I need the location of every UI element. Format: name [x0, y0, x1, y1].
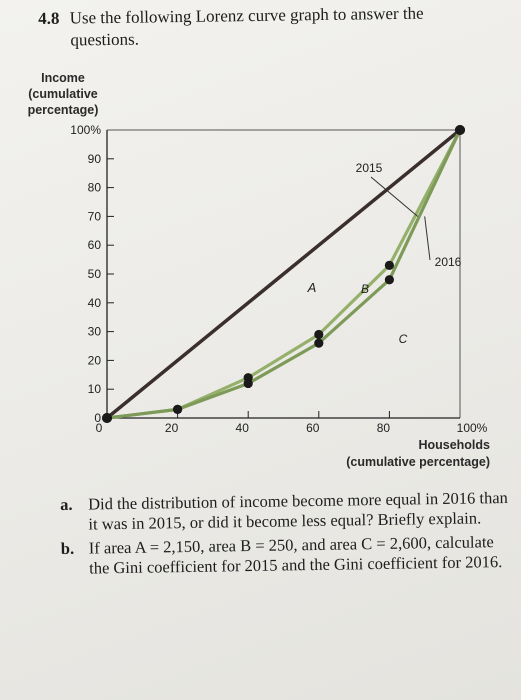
part-a: a. Did the distribution of income become… — [60, 488, 511, 535]
point-2016-80 — [384, 275, 394, 285]
point-2016-40 — [243, 378, 253, 389]
x-axis-label-line1: Households — [418, 438, 490, 452]
y-tick-label-5: 50 — [88, 267, 102, 281]
y-axis-label: Income (cumulative percentage) — [18, 70, 108, 118]
series-label-2015: 2015 — [356, 161, 383, 175]
chart-svg: 0 10 20 30 40 50 60 70 80 90 100% 0 20 40 60 80 100% 2015… — [70, 123, 488, 435]
x-tick-label-0: 0 — [96, 421, 103, 435]
point-2015-80 — [384, 260, 394, 270]
line-of-equality — [105, 128, 462, 420]
y-tick-label-4: 40 — [88, 296, 102, 310]
y-axis-label-line2: (cumulative — [28, 87, 98, 101]
y-tick-label-3: 30 — [88, 325, 102, 339]
x-axis-label-line2: (cumulative percentage) — [346, 455, 490, 469]
point-2016-60 — [314, 338, 324, 348]
point-2016-20 — [173, 404, 183, 414]
area-label-A: A — [307, 280, 317, 295]
part-a-text: Did the distribution of income become mo… — [87, 487, 508, 534]
y-tick-label-9: 90 — [88, 152, 102, 166]
point-2016-100 — [455, 125, 465, 135]
part-b-letter: b. — [60, 538, 75, 558]
y-tick-label-2: 20 — [88, 353, 102, 367]
point-2016-0 — [102, 413, 112, 423]
x-tick-label-1: 20 — [165, 421, 179, 435]
series-label-2016-leader — [424, 216, 431, 261]
series-label-2016: 2016 — [435, 255, 462, 269]
series-label-2015-leader — [370, 176, 418, 217]
y-tick-label-8: 80 — [88, 181, 102, 195]
x-tick-label-5: 100% — [457, 421, 488, 435]
x-tick-label-3: 60 — [306, 421, 320, 435]
area-label-C: C — [399, 332, 408, 346]
x-tick-label-2: 40 — [236, 421, 250, 435]
lorenz-chart: 0 10 20 30 40 50 60 70 80 90 100% 0 20 40 60 80 100% 2015… — [70, 123, 488, 435]
x-tick-label-4: 80 — [377, 421, 391, 435]
point-2015-60 — [314, 329, 324, 340]
x-axis-label: Households (cumulative percentage) — [320, 437, 490, 471]
area-label-B: B — [361, 282, 369, 296]
part-b-text: If area A = 2,150, area B = 250, and are… — [88, 532, 503, 578]
lorenz-curve-2016 — [106, 129, 462, 420]
part-a-letter: a. — [60, 494, 73, 514]
y-tick-label-1: 10 — [88, 382, 102, 396]
part-b: b. If area A = 2,150, area B = 250, and … — [61, 532, 512, 579]
y-axis-label-line1: Income — [41, 71, 85, 85]
question-parts: a. Did the distribution of income become… — [60, 488, 511, 583]
y-tick-label-7: 70 — [88, 209, 102, 223]
y-tick-label-10: 100% — [70, 123, 101, 137]
y-axis-label-line3: percentage) — [27, 103, 99, 117]
y-tick-label-6: 60 — [88, 238, 102, 252]
y-tick-label-0: 0 — [94, 411, 101, 425]
